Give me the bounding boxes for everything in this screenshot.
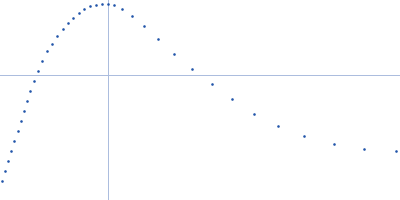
Point: [331, 142, 337, 145]
Point: [209, 82, 215, 85]
Point: [189, 67, 195, 70]
Point: [18, 120, 24, 123]
Point: [5, 160, 11, 163]
Point: [81, 7, 88, 10]
Point: [39, 60, 46, 63]
Point: [24, 100, 30, 103]
Point: [8, 150, 14, 153]
Point: [76, 11, 82, 14]
Point: [11, 140, 18, 143]
Point: [301, 135, 307, 138]
Point: [119, 7, 125, 10]
Point: [14, 130, 21, 133]
Point: [60, 27, 66, 30]
Point: [65, 21, 71, 24]
Point: [361, 147, 367, 150]
Point: [141, 25, 147, 28]
Point: [393, 150, 399, 153]
Point: [44, 50, 50, 53]
Point: [105, 2, 111, 5]
Point: [2, 170, 8, 173]
Point: [54, 35, 60, 38]
Point: [171, 52, 177, 55]
Point: [70, 16, 76, 19]
Point: [129, 15, 135, 18]
Point: [275, 125, 281, 128]
Point: [229, 97, 235, 100]
Point: [31, 80, 37, 83]
Point: [0, 180, 5, 183]
Point: [27, 90, 34, 93]
Point: [155, 37, 161, 40]
Point: [99, 2, 105, 5]
Point: [87, 5, 93, 8]
Point: [93, 3, 99, 7]
Point: [21, 110, 27, 113]
Point: [49, 42, 55, 45]
Point: [111, 3, 117, 7]
Point: [251, 112, 257, 115]
Point: [35, 70, 41, 73]
